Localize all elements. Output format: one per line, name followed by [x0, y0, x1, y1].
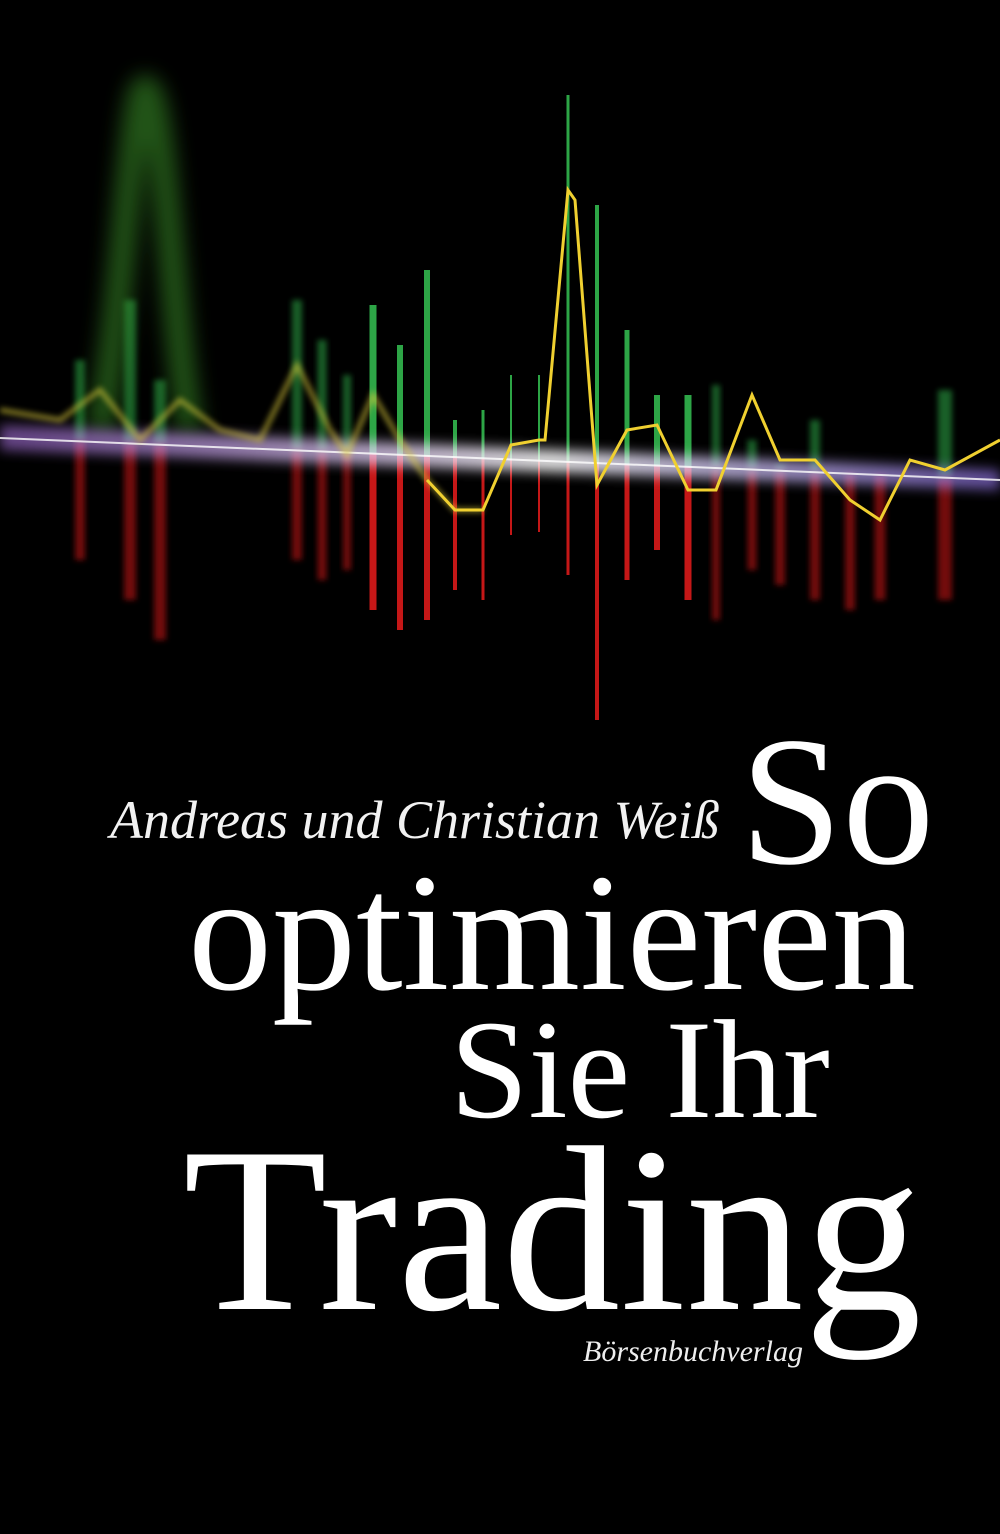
author-names: Andreas und Christian Weiß: [110, 790, 720, 850]
up-bar: [343, 375, 351, 453]
up-bar: [397, 345, 403, 455]
down-bar: [453, 457, 457, 590]
down-bar: [654, 465, 660, 550]
up-bar: [317, 340, 327, 452]
title-line-4: Trading: [183, 1100, 922, 1361]
up-bar: [369, 305, 377, 454]
up-bar: [75, 360, 85, 442]
down-bar: [775, 470, 785, 585]
down-bar: [595, 463, 599, 720]
title-line-1: So: [740, 699, 935, 903]
down-bar: [481, 458, 485, 600]
down-bar: [538, 460, 540, 532]
up-bar: [124, 300, 136, 444]
baseline-glow: [0, 425, 1000, 490]
down-bar: [369, 453, 377, 610]
up-bar: [424, 270, 430, 456]
down-bar: [397, 454, 403, 630]
down-bar: [292, 450, 302, 560]
up-bar: [595, 205, 599, 464]
down-bar: [938, 477, 952, 600]
down-bar: [154, 444, 166, 640]
up-bar: [712, 385, 720, 469]
down-bar: [424, 455, 430, 620]
down-bar: [874, 474, 886, 600]
down-bar: [845, 473, 855, 610]
up-bar: [938, 390, 952, 478]
up-bar: [747, 440, 757, 470]
price-line-blurred: [0, 359, 483, 513]
price-line: [425, 185, 1000, 523]
down-bar: [624, 464, 630, 580]
down-bar: [566, 461, 570, 575]
up-bar: [810, 420, 820, 473]
up-bar: [684, 395, 692, 467]
up-bar: [510, 375, 512, 460]
baseline-line: [0, 437, 1000, 481]
up-bar: [538, 375, 540, 461]
up-bar: [292, 300, 302, 451]
down-bar: [747, 469, 757, 570]
down-bar: [712, 468, 720, 620]
down-bar: [684, 466, 692, 600]
title-line-2: optimieren: [188, 840, 916, 1026]
up-bar: [624, 330, 630, 465]
candle-bars: [75, 95, 952, 720]
up-bar: [453, 420, 457, 458]
down-bar: [317, 451, 327, 580]
down-bar: [343, 452, 351, 570]
down-bar: [124, 443, 136, 600]
down-bar: [510, 459, 512, 535]
trading-chart-artwork: [0, 74, 1000, 720]
down-bar: [810, 472, 820, 600]
up-bar: [566, 95, 570, 462]
blurred-peak: [87, 74, 203, 433]
up-bar: [481, 410, 485, 459]
title-line-3: Sie Ihr: [450, 992, 830, 1148]
up-bar: [654, 395, 660, 466]
publisher-name: Börsenbuchverlag: [583, 1335, 803, 1368]
up-bar: [154, 380, 166, 445]
down-bar: [75, 441, 85, 560]
